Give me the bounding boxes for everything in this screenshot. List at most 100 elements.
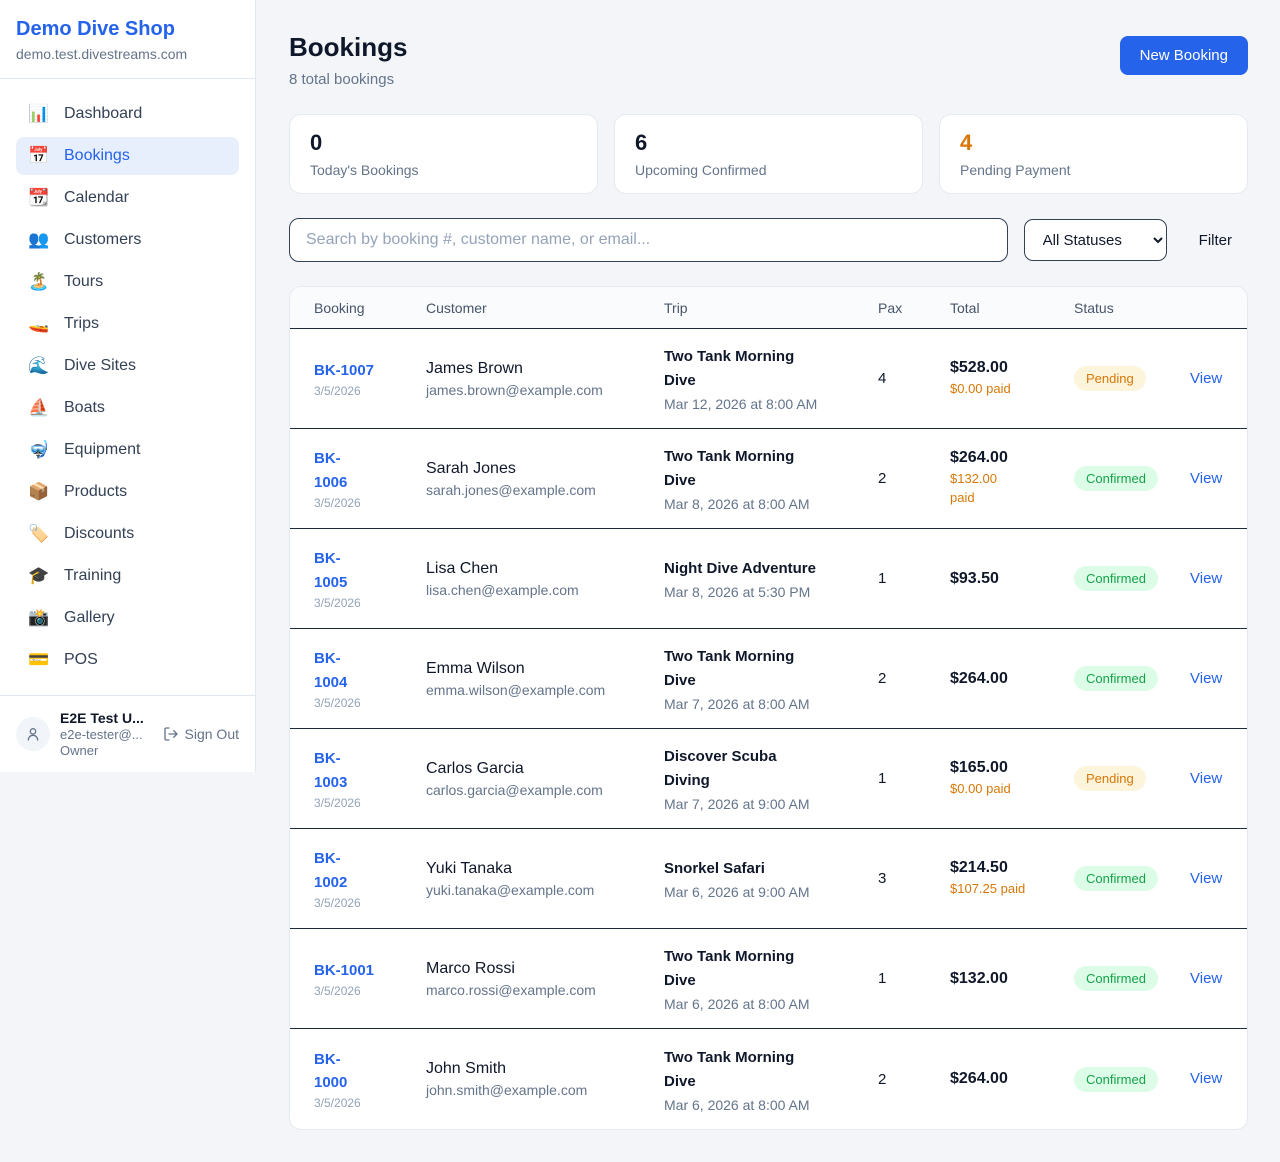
trip-datetime: Mar 7, 2026 at 8:00 AM xyxy=(664,696,810,712)
booking-cell: BK-1007 3/5/2026 xyxy=(314,359,426,398)
stat-value: 6 xyxy=(635,130,648,155)
sidebar-item-pos[interactable]: 💳 POS xyxy=(16,641,239,679)
sidebar-item-label: Trips xyxy=(64,315,99,332)
sidebar-item-dive-sites[interactable]: 🌊 Dive Sites xyxy=(16,347,239,385)
actions-cell: View xyxy=(1190,970,1223,988)
customer-email: yuki.tanaka@example.com xyxy=(426,881,595,898)
customer-name: John Smith xyxy=(426,1060,507,1077)
total-cell: $132.00 xyxy=(950,970,1074,988)
brand-name[interactable]: Demo Dive Shop xyxy=(16,18,175,40)
sidebar-item-calendar[interactable]: 📆 Calendar xyxy=(16,179,239,217)
sidebar-item-label: Discounts xyxy=(64,525,135,542)
view-booking-link[interactable]: View xyxy=(1190,869,1223,887)
booking-id-link[interactable]: BK- 1004 xyxy=(314,650,348,691)
total-amount: $132.00 xyxy=(950,969,1008,987)
customer-name: Marco Rossi xyxy=(426,959,515,977)
status-badge: Confirmed xyxy=(1074,666,1158,691)
total-amount: $264.00 xyxy=(950,449,1008,467)
customer-email: marco.rossi@example.com xyxy=(426,981,596,998)
customer-cell: Carlos Garcia carlos.garcia@example.com xyxy=(426,760,664,798)
sidebar-item-label: POS xyxy=(64,651,98,668)
trip-name: Snorkel Safari xyxy=(664,860,765,877)
booking-id-link[interactable]: BK- 1000 xyxy=(314,1050,348,1091)
trip-cell: Two Tank Morning Dive Mar 8, 2026 at 8:00… xyxy=(664,445,878,512)
sign-out-button[interactable]: Sign Out xyxy=(163,726,239,742)
status-badge: Confirmed xyxy=(1074,466,1158,491)
sidebar-item-customers[interactable]: 👥 Customers xyxy=(16,221,239,259)
sidebar-item-label: Training xyxy=(64,567,122,584)
new-booking-button[interactable]: New Booking xyxy=(1119,36,1248,75)
trip-cell: Two Tank Morning Dive Mar 12, 2026 at 8:0… xyxy=(664,345,878,412)
sidebar-nav: 📊 Dashboard 📅 Bookings 📆 Calendar 👥 Customers 🏝️… xyxy=(0,79,255,695)
trip-datetime: Mar 12, 2026 at 8:00 AM xyxy=(664,396,818,412)
bar-chart-icon: 📊 xyxy=(28,104,50,123)
sidebar-item-label: Products xyxy=(64,483,128,500)
stat-value: 4 xyxy=(960,130,973,155)
trip-cell: Two Tank Morning Dive Mar 6, 2026 at 8:00… xyxy=(664,1046,878,1113)
table-row: BK- 1000 3/5/2026 John Smith john.smith@exa… xyxy=(290,1029,1247,1129)
booking-id-link[interactable]: BK- 1003 xyxy=(314,750,348,791)
customer-email: lisa.chen@example.com xyxy=(426,581,579,598)
camera-icon: 📸 xyxy=(28,608,50,627)
booking-date: 3/5/2026 xyxy=(314,795,361,810)
sidebar-item-equipment[interactable]: 🤿 Equipment xyxy=(16,431,239,469)
stat-label: Today's Bookings xyxy=(310,162,419,178)
wave-icon: 🌊 xyxy=(28,356,50,375)
calendar-icon: 📅 xyxy=(28,146,50,165)
pax-cell: 3 xyxy=(878,870,887,887)
bookings-table: Booking Customer Trip Pax Total Status BK-100… xyxy=(289,286,1248,1130)
sidebar-item-label: Boats xyxy=(64,399,105,416)
sidebar-item-label: Dive Sites xyxy=(64,357,137,374)
booking-id-link[interactable]: BK- 1002 xyxy=(314,850,348,891)
table-header-row: Booking Customer Trip Pax Total Status xyxy=(290,287,1247,329)
view-booking-link[interactable]: View xyxy=(1190,969,1223,987)
view-booking-link[interactable]: View xyxy=(1190,669,1223,687)
customer-cell: James Brown james.brown@example.com xyxy=(426,360,664,398)
status-cell: Confirmed xyxy=(1074,466,1190,491)
booking-date: 3/5/2026 xyxy=(314,1096,361,1111)
customer-name: James Brown xyxy=(426,359,523,377)
sidebar-item-boats[interactable]: ⛵ Boats xyxy=(16,389,239,427)
booking-id-link[interactable]: BK-1007 xyxy=(314,361,375,379)
bookings-table-body: BK-1007 3/5/2026 James Brown james.brown@ex… xyxy=(290,329,1247,1129)
sidebar-item-dashboard[interactable]: 📊 Dashboard xyxy=(16,95,239,133)
column-header-total: Total xyxy=(950,299,980,316)
view-booking-link[interactable]: View xyxy=(1190,769,1223,787)
sidebar-item-tours[interactable]: 🏝️ Tours xyxy=(16,263,239,301)
sidebar-item-trips[interactable]: 🚤 Trips xyxy=(16,305,239,343)
trip-datetime: Mar 7, 2026 at 9:00 AM xyxy=(664,796,810,812)
sidebar-item-products[interactable]: 📦 Products xyxy=(16,473,239,511)
trip-name: Two Tank Morning Dive xyxy=(664,448,795,489)
status-filter-select[interactable]: All Statuses xyxy=(1023,219,1167,261)
total-cell: $528.00 $0.00 paid xyxy=(950,359,1074,399)
view-booking-link[interactable]: View xyxy=(1190,569,1223,587)
column-header-pax: Pax xyxy=(878,299,903,316)
package-icon: 📦 xyxy=(28,482,50,501)
booking-cell: BK- 1003 3/5/2026 xyxy=(314,747,426,810)
table-row: BK-1007 3/5/2026 James Brown james.brown@ex… xyxy=(290,329,1247,429)
booking-date: 3/5/2026 xyxy=(314,495,361,510)
booking-id-link[interactable]: BK- 1006 xyxy=(314,450,348,491)
graduation-cap-icon: 🎓 xyxy=(28,566,50,585)
sidebar-item-bookings[interactable]: 📅 Bookings xyxy=(16,137,239,175)
sidebar-item-gallery[interactable]: 📸 Gallery xyxy=(16,599,239,637)
customer-cell: Lisa Chen lisa.chen@example.com xyxy=(426,560,664,598)
view-booking-link[interactable]: View xyxy=(1190,1070,1223,1087)
stat-card-upcoming-confirmed: 6 Upcoming Confirmed xyxy=(614,114,923,194)
customer-email: emma.wilson@example.com xyxy=(426,681,606,698)
customer-name: Emma Wilson xyxy=(426,659,525,677)
sidebar-item-discounts[interactable]: 🏷️ Discounts xyxy=(16,515,239,553)
brand-domain: demo.test.divestreams.com xyxy=(16,46,188,62)
filter-button[interactable]: Filter xyxy=(1183,232,1248,249)
view-booking-link[interactable]: View xyxy=(1190,469,1223,487)
status-cell: Confirmed xyxy=(1074,866,1190,891)
sidebar-item-training[interactable]: 🎓 Training xyxy=(16,557,239,595)
customer-name: Lisa Chen xyxy=(426,559,499,577)
paid-amount: $0.00 paid xyxy=(950,380,1011,396)
search-input[interactable] xyxy=(289,218,1008,262)
booking-id-link[interactable]: BK-1001 xyxy=(314,961,375,979)
view-booking-link[interactable]: View xyxy=(1190,369,1223,387)
booking-id-link[interactable]: BK- 1005 xyxy=(314,550,348,591)
booking-cell: BK- 1005 3/5/2026 xyxy=(314,547,426,610)
status-badge: Confirmed xyxy=(1074,966,1158,991)
